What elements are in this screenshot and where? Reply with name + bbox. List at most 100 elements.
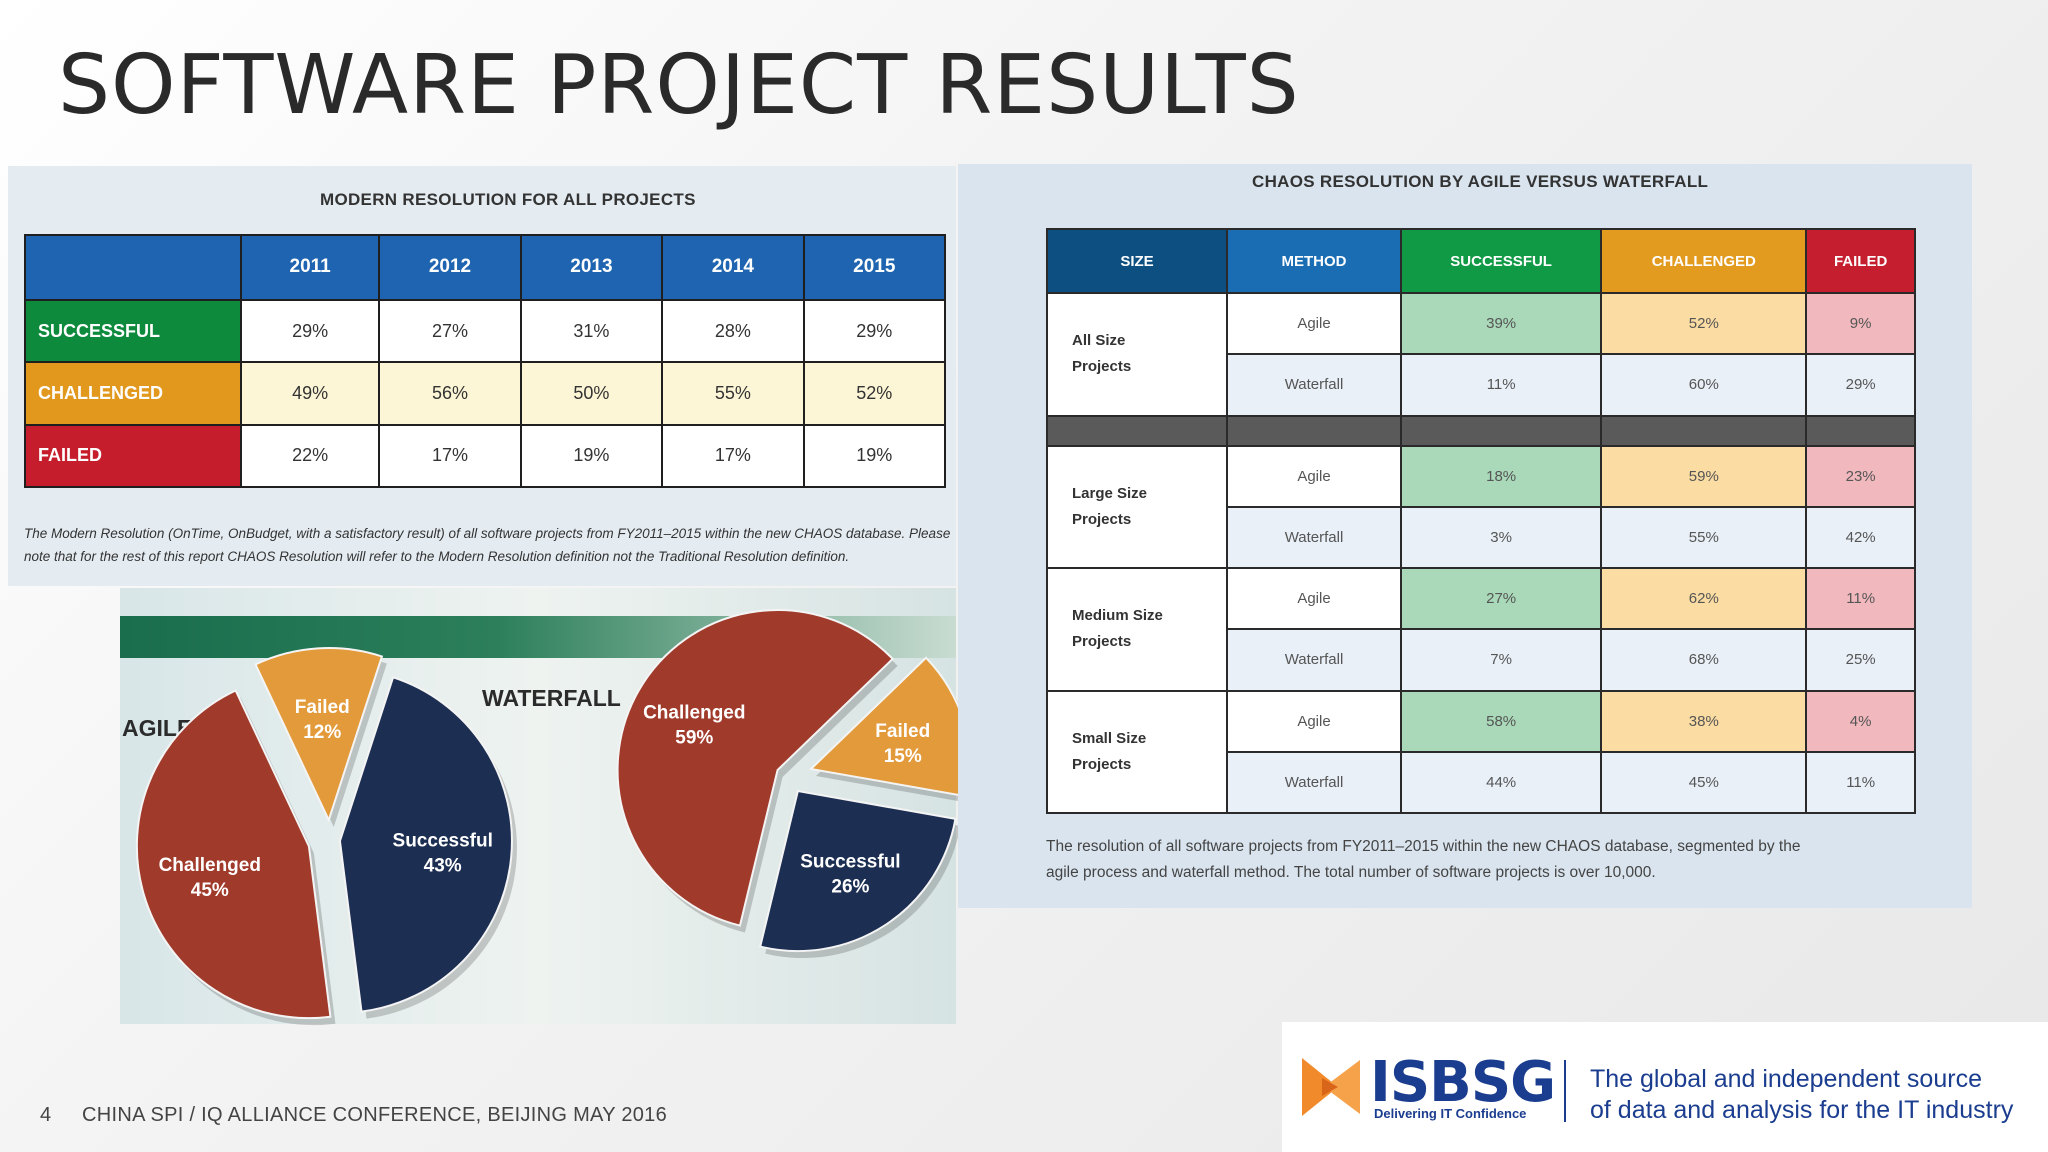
claim-line: The global and independent source <box>1590 1065 1982 1093</box>
pie-slice-label: Successful <box>393 831 493 852</box>
table-cell: 29% <box>239 298 381 364</box>
pie-slice-challenged <box>135 689 332 1020</box>
challenged-cell: 68% <box>1600 628 1808 692</box>
table-cell: 27% <box>378 298 522 364</box>
failed-cell: 9% <box>1805 291 1916 356</box>
successful-cell: 39% <box>1399 291 1603 356</box>
logo-tagline: Delivering IT Confidence <box>1374 1106 1527 1121</box>
table-row: Waterfall 7% 68% 25% <box>1047 628 1916 692</box>
method-cell: Agile <box>1226 689 1402 753</box>
failed-cell: 11% <box>1805 566 1916 631</box>
table-row: Waterfall 3% 55% 42% <box>1047 505 1916 570</box>
table-row: FAILED 22% 17% 19% 17% 19% <box>24 423 947 489</box>
failed-cell: 25% <box>1805 628 1916 692</box>
chaos-resolution-note: The resolution of all software projects … <box>1046 834 1946 886</box>
pie-slice-label: Challenged <box>643 702 745 723</box>
page-number: 4 <box>40 1104 52 1126</box>
separator-cell <box>1600 414 1808 447</box>
table-row: CHALLENGED 49% 56% 50% 55% 52% <box>24 361 947 426</box>
separator-cell <box>1046 414 1228 447</box>
table-cell: 17% <box>661 423 805 489</box>
method-cell: Agile <box>1226 291 1402 356</box>
isbsg-logo-icon <box>1302 1058 1360 1116</box>
table-cell: 29% <box>802 298 947 364</box>
pie-slice-successful <box>759 789 957 953</box>
method-cell: Agile <box>1226 566 1402 631</box>
successful-cell: 18% <box>1399 444 1603 508</box>
table-cell: 22% <box>239 423 381 489</box>
size-label-line: All Size <box>1072 332 1126 350</box>
table-cell: 19% <box>519 423 664 489</box>
size-label-line: Large Size <box>1072 484 1148 502</box>
method-cell: Agile <box>1226 444 1402 508</box>
successful-header: SUCCESSFUL <box>1399 228 1603 294</box>
successful-cell: 58% <box>1399 689 1603 753</box>
table-header-row: SIZE METHOD SUCCESSFUL CHALLENGED FAILED <box>1046 228 1916 294</box>
pie-slice-successful <box>338 676 513 1013</box>
pie-slice-value: 12% <box>303 722 341 743</box>
size-label: Small Size Projects <box>1046 689 1228 814</box>
size-label: All Size Projects <box>1046 292 1228 417</box>
corner-cell <box>24 234 242 301</box>
row-label: SUCCESSFUL <box>24 298 242 364</box>
pie-slice-label: Failed <box>875 721 930 742</box>
challenged-cell: 60% <box>1600 353 1808 417</box>
pie-slice-label: Failed <box>295 697 350 718</box>
table-row: Small Size Projects Agile 58% 38% 4% <box>1046 689 1916 814</box>
note-line: agile process and waterfall method. The … <box>1046 864 1656 881</box>
method-header: METHOD <box>1226 228 1402 294</box>
table-row: Waterfall 11% 60% 29% <box>1047 353 1916 417</box>
logo-claim: The global and independent source of dat… <box>1590 1064 2013 1126</box>
year-header: 2015 <box>802 234 947 301</box>
pie-slice-value: 15% <box>884 746 922 767</box>
table-cell: 19% <box>802 423 947 489</box>
year-header: 2011 <box>239 234 381 301</box>
table-header-row: 2011 2012 2013 2014 2015 <box>24 234 947 301</box>
challenged-cell: 45% <box>1600 750 1808 815</box>
size-header: SIZE <box>1046 228 1228 294</box>
table-cell: 50% <box>519 361 664 426</box>
table-cell: 28% <box>661 298 805 364</box>
pie-slice-challenged <box>616 609 895 927</box>
table-cell: 17% <box>378 423 522 489</box>
method-cell: Waterfall <box>1226 353 1402 417</box>
successful-cell: 44% <box>1399 750 1603 815</box>
chaos-resolution-table: SIZE METHOD SUCCESSFUL CHALLENGED FAILED… <box>1046 228 1916 815</box>
year-header: 2013 <box>519 234 664 301</box>
slide-title: SOFTWARE PROJECT RESULTS <box>58 38 1300 133</box>
logo-area <box>1282 1022 2048 1152</box>
pie-slice-value: 26% <box>831 876 869 897</box>
note-line: The resolution of all software projects … <box>1046 838 1801 855</box>
pie-slice-failed <box>254 647 384 823</box>
modern-resolution-note: The Modern Resolution (OnTime, OnBudget,… <box>24 526 951 564</box>
size-label-line: Projects <box>1072 755 1132 773</box>
size-label: Medium Size Projects <box>1046 567 1228 692</box>
challenged-cell: 59% <box>1600 444 1808 508</box>
row-label: CHALLENGED <box>24 361 242 426</box>
separator-cell <box>1805 414 1916 447</box>
separator-row <box>1046 414 1916 447</box>
failed-cell: 23% <box>1805 444 1916 508</box>
challenged-cell: 52% <box>1600 291 1808 356</box>
table-row: Waterfall 44% 45% 11% <box>1047 750 1916 815</box>
size-label: Large Size Projects <box>1046 444 1228 569</box>
size-label-line: Projects <box>1072 358 1132 376</box>
table-row: All Size Projects Agile 39% 52% 9% <box>1046 291 1916 417</box>
chaos-resolution-title: CHAOS RESOLUTION BY AGILE VERSUS WATERFA… <box>1252 172 1709 191</box>
year-header: 2012 <box>378 234 522 301</box>
table-row: SUCCESSFUL 29% 27% 31% 28% 29% <box>24 298 947 364</box>
separator-cell <box>1399 414 1603 447</box>
pie-slice-value: 43% <box>424 856 462 877</box>
row-label: FAILED <box>24 423 242 489</box>
table-cell: 31% <box>519 298 664 364</box>
successful-cell: 11% <box>1399 353 1603 417</box>
successful-cell: 27% <box>1399 566 1603 631</box>
footer-text: CHINA SPI / IQ ALLIANCE CONFERENCE, BEIJ… <box>82 1104 668 1126</box>
logo-name: ISBSG <box>1370 1050 1556 1115</box>
successful-cell: 7% <box>1399 628 1603 692</box>
method-cell: Waterfall <box>1226 505 1402 570</box>
pie-slice-value: 59% <box>675 727 713 748</box>
modern-resolution-title: MODERN RESOLUTION FOR ALL PROJECTS <box>320 190 696 209</box>
table-row: Large Size Projects Agile 18% 59% 23% <box>1046 444 1916 569</box>
separator-cell <box>1226 414 1402 447</box>
